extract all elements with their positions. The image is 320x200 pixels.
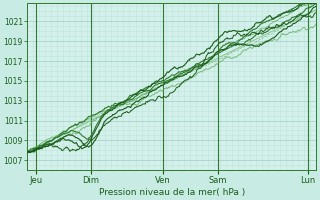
- X-axis label: Pression niveau de la mer( hPa ): Pression niveau de la mer( hPa ): [99, 188, 245, 197]
